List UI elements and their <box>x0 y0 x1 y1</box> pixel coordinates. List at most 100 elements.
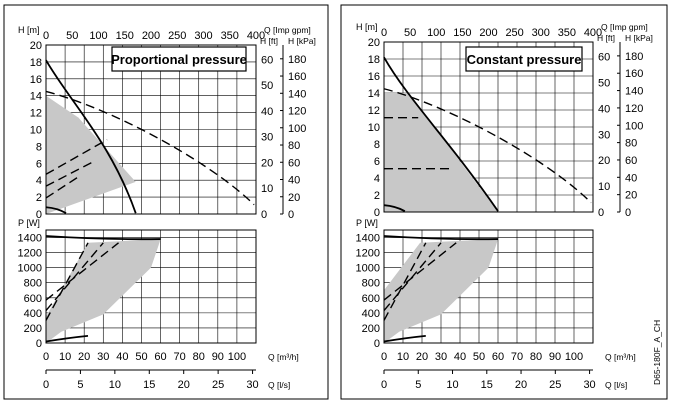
q-ls-tick-label: 15 <box>143 379 155 391</box>
p-w-tick-label: 800 <box>24 278 42 290</box>
h-m-tick-label: 8 <box>36 141 42 153</box>
h-curve-solid <box>45 59 137 214</box>
h-m-tick-label: 4 <box>374 173 380 185</box>
h-kpa-tick-label: 80 <box>288 140 300 152</box>
h-curve-solid <box>383 56 499 212</box>
q-impgpm-tick-label: 200 <box>142 30 160 42</box>
chart-title: Proportional pressure <box>111 52 247 67</box>
q-m3h-tick-label: 90 <box>212 351 224 363</box>
p-w-tick-label: 600 <box>24 293 42 305</box>
h-m-tick-label: 4 <box>36 175 42 187</box>
q-impgpm-tick-label: 0 <box>43 30 49 42</box>
h-kpa-tick-label: 160 <box>625 68 643 80</box>
q-impgpm-tick-label: 150 <box>453 27 471 39</box>
q-m3h-tick-label: 80 <box>193 351 205 363</box>
q-impgpm-tick-label: 50 <box>66 30 78 42</box>
q-m3h-tick-label: 20 <box>78 351 90 363</box>
q-ls-tick-label: 20 <box>178 379 190 391</box>
p-plot-border <box>45 229 257 344</box>
q-m3h-tick-label: 0 <box>43 351 49 363</box>
p-curve-solid <box>383 235 499 241</box>
figure-code: D65-180F_A_CH <box>652 320 662 385</box>
p-curve-dashed <box>383 242 427 321</box>
q-impgpm-axis-label: Q [Imp gpm] <box>601 22 648 32</box>
p-w-tick-label: 0 <box>374 338 380 350</box>
q-impgpm-tick-label: 400 <box>584 27 602 39</box>
h-m-tick-label: 0 <box>374 207 380 219</box>
h-ft-tick-label: 30 <box>261 132 273 144</box>
q-m3h-tick-label: 40 <box>454 351 466 363</box>
q-impgpm-tick-label: 250 <box>168 30 186 42</box>
h-m-tick-label: 6 <box>36 158 42 170</box>
h-kpa-tick-label: 0 <box>288 209 294 221</box>
p-w-axis-label: P [W] <box>356 218 378 228</box>
h-m-tick-label: 2 <box>374 190 380 202</box>
p-w-tick-label: 0 <box>36 338 42 350</box>
q-ls-tick-label: 0 <box>43 379 49 391</box>
p-w-tick-label: 1400 <box>18 233 42 245</box>
h-m-tick-label: 0 <box>36 209 42 221</box>
q-impgpm-tick-label: 300 <box>194 30 212 42</box>
q-m3h-tick-label: 60 <box>154 351 166 363</box>
h-m-tick-label: 20 <box>368 37 380 49</box>
h-m-tick-label: 20 <box>30 40 42 52</box>
h-kpa-tick-label: 40 <box>625 172 637 184</box>
q-impgpm-tick-label: 150 <box>116 30 134 42</box>
h-kpa-tick-label: 40 <box>288 175 300 187</box>
p-operating-area <box>46 239 161 343</box>
q-m3h-tick-label: 0 <box>381 351 387 363</box>
h-ft-tick-label: 10 <box>261 183 273 195</box>
h-kpa-tick-label: 100 <box>625 120 643 132</box>
p-curve-dashed <box>383 242 457 301</box>
q-impgpm-tick-label: 400 <box>247 30 265 42</box>
h-ft-tick-label: 50 <box>261 80 273 92</box>
q-m3h-tick-label: 20 <box>416 351 428 363</box>
h-kpa-tick-label: 60 <box>625 155 637 167</box>
p-w-tick-label: 1200 <box>356 248 380 260</box>
p-plot-border <box>383 229 594 344</box>
panel-frame <box>3 4 329 400</box>
h-ft-tick-label: 40 <box>261 106 273 118</box>
q-impgpm-tick-label: 0 <box>381 27 387 39</box>
panel-frame <box>340 4 668 400</box>
p-w-tick-label: 1000 <box>356 263 380 275</box>
q-m3h-tick-label: 70 <box>511 351 523 363</box>
h-operating-area <box>384 93 498 212</box>
title-box <box>465 46 583 72</box>
p-w-tick-label: 400 <box>362 308 380 320</box>
q-ls-axis-label: Q [l/s] <box>268 380 290 390</box>
q-m3h-axis-label: Q [m³/h] <box>268 352 299 362</box>
q-ls-tick-label: 25 <box>549 379 561 391</box>
p-operating-area <box>384 239 498 343</box>
h-m-axis-label: H [m] <box>18 25 40 35</box>
p-w-tick-label: 1200 <box>18 248 42 260</box>
q-impgpm-tick-label: 50 <box>404 27 416 39</box>
q-m3h-tick-label: 50 <box>473 351 485 363</box>
h-ft-tick-label: 0 <box>598 207 604 219</box>
q-m3h-tick-label: 30 <box>97 351 109 363</box>
h-kpa-tick-label: 120 <box>625 103 643 115</box>
p-curve-dashed <box>383 242 442 312</box>
h-kpa-tick-label: 160 <box>288 71 306 83</box>
h-kpa-axis-label: H [kPa] <box>288 36 316 46</box>
q-impgpm-tick-label: 300 <box>532 27 550 39</box>
h-m-tick-label: 18 <box>30 57 42 69</box>
h-ft-axis-label: H [ft] <box>260 36 278 46</box>
h-ft-tick-label: 30 <box>598 129 610 141</box>
q-ls-tick-label: 5 <box>77 379 83 391</box>
h-m-tick-label: 2 <box>36 192 42 204</box>
h-kpa-tick-label: 100 <box>288 123 306 135</box>
q-m3h-tick-label: 100 <box>228 351 246 363</box>
chart-title: Constant pressure <box>467 52 582 67</box>
h-m-tick-label: 16 <box>30 74 42 86</box>
h-ft-tick-label: 20 <box>261 157 273 169</box>
q-ls-tick-label: 20 <box>515 379 527 391</box>
h-m-tick-label: 8 <box>374 139 380 151</box>
h-m-tick-label: 10 <box>368 122 380 134</box>
q-m3h-tick-label: 60 <box>492 351 504 363</box>
h-kpa-tick-label: 20 <box>288 192 300 204</box>
title-box <box>111 46 247 72</box>
p-w-tick-label: 400 <box>24 308 42 320</box>
